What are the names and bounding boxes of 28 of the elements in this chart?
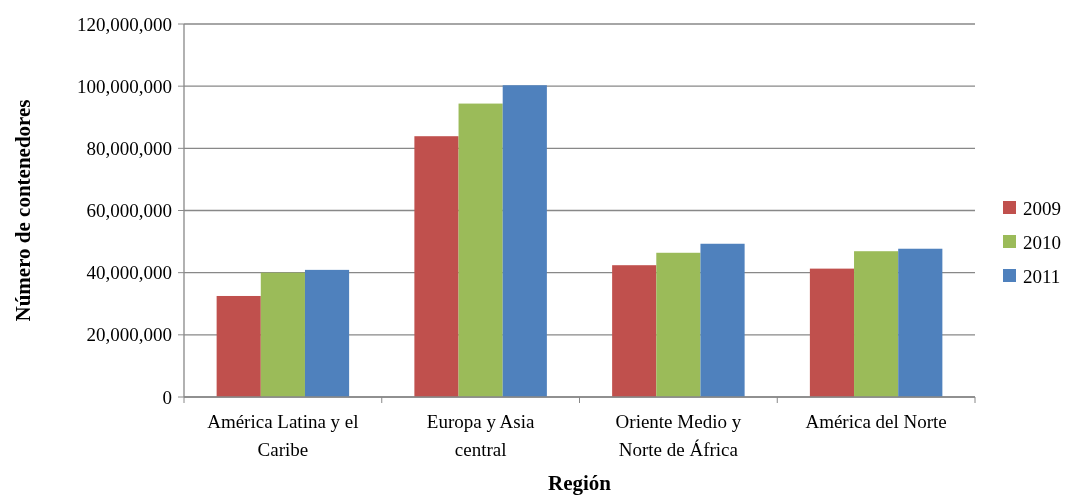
bar: [260, 272, 305, 397]
y-tick-label: 20,000,000: [86, 324, 172, 346]
y-tick-label: 60,000,000: [86, 200, 172, 222]
x-tick-label: América Latina y el Caribe: [207, 411, 359, 460]
y-tick-label: 120,000,000: [77, 13, 172, 35]
x-axis-title: Región: [548, 471, 612, 495]
bar: [414, 136, 459, 397]
bar: [304, 269, 350, 397]
x-tick-label: Oriente Medio y Norte de África: [615, 411, 742, 460]
bar: [898, 248, 943, 397]
bar: [502, 85, 547, 397]
bar: [809, 268, 855, 397]
y-tick-label: 40,000,000: [86, 262, 172, 284]
legend-label: 2011: [1023, 265, 1061, 287]
y-axis-title: Número de contenedores: [11, 99, 35, 322]
bar: [458, 103, 503, 397]
y-tick-label: 80,000,000: [86, 137, 172, 159]
x-tick-label: América del Norte: [805, 411, 947, 432]
y-tick-label: 100,000,000: [77, 75, 172, 97]
y-tick-label: 0: [162, 386, 172, 408]
bar: [656, 252, 701, 397]
bar: [216, 295, 261, 397]
bar: [700, 243, 745, 397]
bar: [854, 251, 899, 397]
bar: [612, 265, 657, 397]
x-tick-label: Europa y Asia central: [426, 411, 536, 460]
legend-label: 2009: [1023, 197, 1061, 219]
legend-label: 2010: [1023, 231, 1061, 253]
